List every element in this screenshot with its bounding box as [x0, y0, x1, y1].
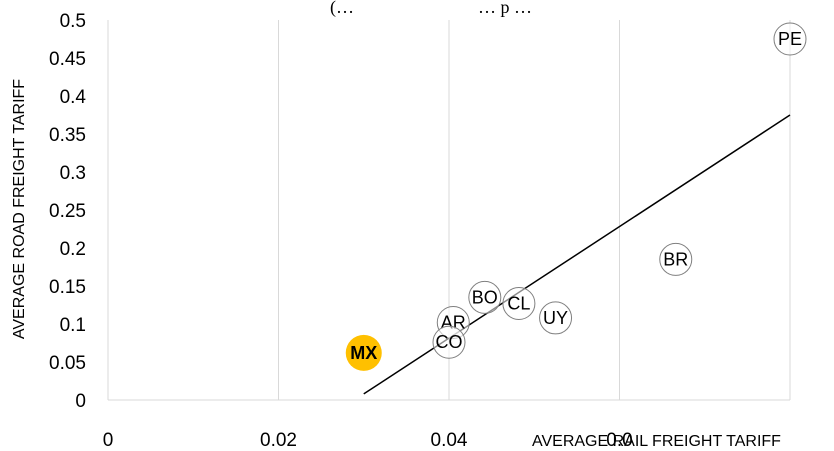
point-label-co: CO	[436, 332, 463, 352]
x-tick-labels: 0 0.02 0.04 0.0	[103, 430, 633, 451]
x-axis-title: AVERAGE RAIL FREIGHT TARIFF	[532, 433, 781, 450]
y-axis-title: AVERAGE ROAD FREIGHT TARIFF	[11, 79, 28, 339]
data-point-co	[432, 325, 466, 359]
gridlines	[278, 20, 791, 400]
data-point-uy	[539, 301, 573, 335]
point-label-br: BR	[663, 249, 688, 269]
data-point-pe	[773, 22, 807, 56]
x-tick-label: 0.04	[431, 430, 468, 451]
point-label-bo: BO	[472, 287, 498, 307]
y-tick-label: 0.1	[60, 315, 86, 336]
axes	[107, 20, 790, 401]
data-point-mx	[345, 334, 382, 371]
data-point-bo	[468, 280, 502, 314]
y-tick-label: 0.45	[49, 49, 86, 70]
x-tick-label: 0	[103, 430, 114, 451]
x-tick-label: 0.0	[606, 430, 632, 451]
chart-title-fragment-right: … p …	[478, 0, 532, 17]
y-tick-labels: 0 0.05 0.1 0.15 0.2 0.25 0.3 0.35 0.4 0.45 0.5	[49, 11, 86, 412]
y-tick-label: 0	[75, 391, 86, 412]
x-tick-label: 0.02	[260, 430, 297, 451]
point-label-cl: CL	[507, 293, 530, 313]
y-tick-label: 0.4	[60, 87, 87, 108]
y-tick-label: 0.05	[49, 353, 86, 374]
point-label-uy: UY	[543, 308, 568, 328]
y-tick-label: 0.3	[60, 163, 86, 184]
y-tick-label: 0.25	[49, 201, 86, 222]
point-label-pe: PE	[778, 29, 802, 49]
point-label-mx: MX	[350, 343, 377, 363]
data-point-br	[659, 242, 693, 276]
y-tick-label: 0.15	[49, 277, 86, 298]
data-point-cl	[502, 286, 536, 320]
y-tick-label: 0.2	[60, 239, 86, 260]
y-tick-label: 0.35	[49, 125, 86, 146]
chart-title-fragment: (…	[330, 0, 354, 18]
y-tick-label: 0.5	[60, 11, 86, 32]
